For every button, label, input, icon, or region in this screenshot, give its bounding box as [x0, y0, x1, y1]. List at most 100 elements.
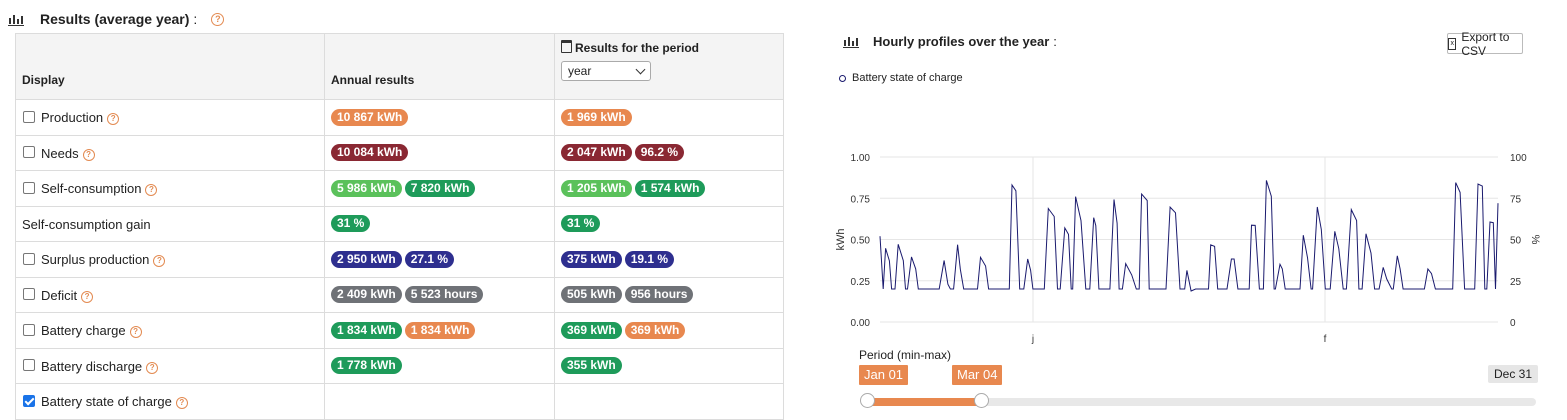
y2-tick-label: 0	[1510, 318, 1516, 329]
value-badge: 10 867 kWh	[331, 108, 409, 126]
period-start-tag: Jan 01	[859, 365, 909, 385]
x-tick-label: f	[1324, 334, 1327, 345]
help-icon[interactable]: ?	[82, 148, 95, 161]
row-label-cell: Needs?	[15, 134, 325, 171]
help-icon[interactable]: ?	[153, 255, 166, 268]
value-badge: 1 834 kWh	[404, 321, 476, 339]
period-header-label: Results for the period	[575, 41, 700, 55]
bar-chart-icon	[843, 34, 859, 48]
period-slider[interactable]	[860, 393, 1536, 408]
annual-cell: 1 778 kWh	[324, 347, 555, 384]
hourly-profile-chart[interactable]: 0.00 0 0.25 25 0.50 50 0.75 75 1.00 100 j f kWh%	[820, 140, 1540, 350]
row-checkbox[interactable]	[23, 359, 35, 372]
column-header-period: Results for the period year	[554, 33, 784, 100]
value-badge: 27.1 %	[404, 250, 455, 268]
value-badge: 96.2 %	[634, 144, 685, 162]
table-row: Battery state of charge?	[15, 383, 784, 420]
period-cell: 355 kWh	[554, 347, 784, 384]
help-icon[interactable]: ?	[145, 184, 158, 197]
period-cell: 1 969 kWh	[554, 99, 784, 136]
row-checkbox[interactable]	[23, 394, 35, 407]
table-row: Deficit? 2 409 kWh 5 523 hours 505 kWh 956 h…	[15, 276, 784, 313]
row-label-cell: Production?	[15, 99, 325, 136]
value-badge: 1 969 kWh	[561, 108, 632, 126]
row-label-cell: Deficit?	[15, 276, 325, 313]
value-badge: 2 409 kWh	[331, 286, 402, 304]
x-tick-label: j	[1031, 334, 1034, 345]
value-badge: 31 %	[561, 215, 601, 233]
column-header-display: Display	[15, 33, 325, 100]
table-row: Needs? 10 084 kWh 2 047 kWh 96.2 %	[15, 134, 784, 171]
chevron-down-icon	[635, 64, 646, 75]
row-label: Battery discharge	[41, 358, 143, 374]
period-select-value: year	[568, 64, 592, 78]
period-range-label: Period (min-max)	[859, 348, 952, 362]
profiles-header: Hourly profiles over the year :	[843, 31, 1057, 51]
value-badge: 505 kWh	[561, 286, 622, 304]
row-label-cell: Self-consumption?	[15, 170, 325, 207]
results-title: Results (average year)	[40, 11, 190, 27]
slider-handle-end[interactable]	[973, 393, 989, 408]
value-badge: 369 kWh	[624, 321, 686, 339]
help-icon[interactable]: ?	[107, 113, 120, 126]
row-label-cell: Battery discharge?	[15, 347, 325, 384]
annual-cell: 2 950 kWh 27.1 %	[324, 241, 555, 278]
table-row: Production? 10 867 kWh 1 969 kWh	[15, 99, 784, 136]
value-badge: 369 kWh	[561, 321, 622, 339]
period-slider-fill	[867, 398, 981, 406]
period-select[interactable]: year	[561, 61, 651, 81]
table-row: Self-consumption gain 31 % 31 %	[15, 205, 784, 242]
y2-tick-label: 50	[1510, 236, 1522, 247]
y-tick-label: 0.25	[851, 277, 871, 288]
period-cell: 375 kWh 19.1 %	[554, 241, 784, 278]
row-label: Self-consumption gain	[22, 216, 151, 232]
annual-cell: 5 986 kWh 7 820 kWh	[324, 170, 555, 207]
y-tick-label: 0.00	[851, 318, 871, 329]
row-checkbox[interactable]	[23, 110, 35, 123]
y-tick-label: 0.75	[851, 194, 871, 205]
row-label-cell: Battery charge?	[15, 312, 325, 349]
value-badge: 355 kWh	[561, 357, 622, 375]
row-checkbox[interactable]	[23, 323, 35, 336]
period-max-tag: Dec 31	[1488, 365, 1539, 383]
calendar-icon	[561, 40, 572, 53]
value-badge: 5 986 kWh	[331, 179, 402, 197]
help-icon[interactable]: ?	[146, 361, 159, 374]
slider-handle-start[interactable]	[860, 393, 875, 408]
value-badge: 5 523 hours	[404, 286, 484, 304]
period-cell: 369 kWh 369 kWh	[554, 312, 784, 349]
help-icon[interactable]: ?	[175, 397, 188, 410]
value-badge: 1 834 kWh	[331, 321, 402, 339]
y-tick-label: 1.00	[851, 153, 871, 164]
help-icon[interactable]: ?	[129, 326, 142, 339]
help-icon[interactable]: ?	[81, 290, 94, 303]
annual-cell: 1 834 kWh 1 834 kWh	[324, 312, 555, 349]
period-cell	[554, 383, 784, 420]
profiles-title: Hourly profiles over the year	[873, 33, 1050, 49]
y2-tick-label: 100	[1510, 153, 1527, 164]
value-badge: 1 778 kWh	[331, 357, 402, 375]
row-label: Battery charge	[41, 323, 126, 339]
row-checkbox[interactable]	[23, 288, 35, 301]
period-cell: 505 kWh 956 hours	[554, 276, 784, 313]
row-checkbox[interactable]	[23, 252, 35, 265]
row-label: Battery state of charge	[41, 394, 172, 410]
y2-axis-label: %	[1529, 235, 1540, 245]
value-badge: 7 820 kWh	[404, 179, 476, 197]
chart-legend[interactable]: Battery state of charge	[839, 72, 963, 84]
row-checkbox[interactable]	[23, 146, 35, 159]
export-csv-button[interactable]: x Export to CSV	[1447, 30, 1523, 58]
row-checkbox[interactable]	[23, 181, 35, 194]
y2-tick-label: 75	[1510, 194, 1522, 205]
row-label-cell: Battery state of charge?	[15, 383, 325, 420]
export-csv-label: Export to CSV	[1461, 29, 1510, 58]
column-header-annual: Annual results	[324, 33, 555, 100]
value-badge: 2 950 kWh	[331, 250, 402, 268]
results-header: Results (average year) : ?	[8, 8, 225, 30]
bar-chart-icon	[8, 12, 24, 26]
table-row: Surplus production? 2 950 kWh 27.1 % 375 kW…	[15, 241, 784, 278]
y-axis-label: kWh	[835, 229, 847, 251]
value-badge: 19.1 %	[624, 250, 675, 268]
table-row: Self-consumption? 5 986 kWh 7 820 kWh 1 205…	[15, 170, 784, 207]
help-icon[interactable]: ?	[211, 12, 225, 26]
